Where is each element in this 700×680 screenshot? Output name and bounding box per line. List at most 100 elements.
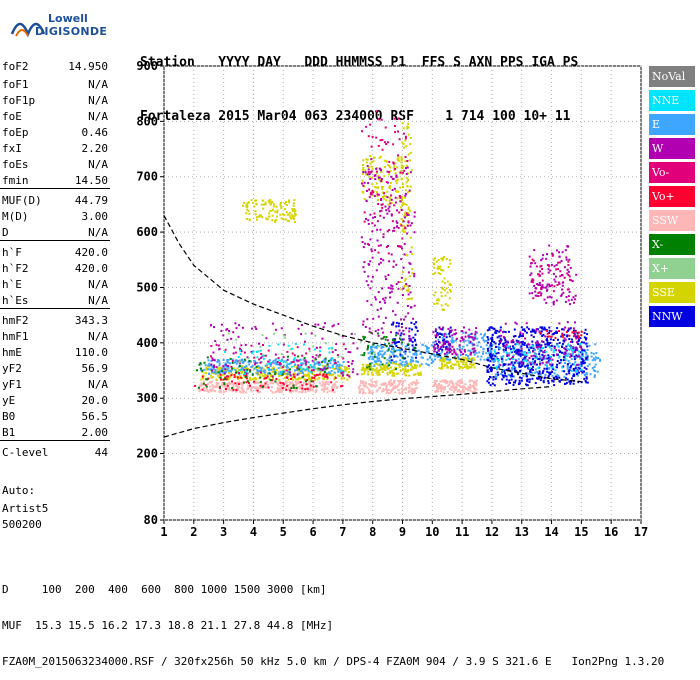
echo-point-sse — [261, 372, 264, 375]
echo-point-e — [531, 372, 534, 375]
echo-point-sse — [307, 372, 310, 375]
echo-point-vo — [226, 384, 229, 387]
echo-point-vo — [276, 361, 279, 363]
echo-point-ssw — [198, 384, 201, 387]
echo-point-sse — [466, 364, 469, 367]
echo-point-sse — [458, 367, 461, 370]
echo-point-e — [534, 368, 537, 371]
echo-point-nne — [549, 359, 552, 362]
echo-point-w — [530, 280, 533, 283]
echo-point-sse — [376, 199, 379, 201]
echo-point-w — [382, 259, 385, 262]
echo-point-nne — [262, 354, 265, 357]
echo-point-vo — [201, 375, 204, 378]
echo-point-x — [325, 367, 328, 370]
echo-point-ssw — [450, 386, 453, 388]
echo-point-sse — [419, 372, 422, 375]
echo-point-vo — [333, 359, 336, 361]
echo-point-w — [406, 232, 409, 235]
echo-point-ssw — [391, 382, 394, 385]
echo-point-e — [277, 367, 280, 370]
echo-point-vo — [342, 357, 345, 360]
echo-point-w — [380, 169, 382, 172]
echo-point-w — [374, 330, 377, 333]
echo-point-sse — [449, 290, 452, 293]
echo-point-w — [367, 182, 370, 185]
echo-point-e — [273, 368, 276, 371]
echo-point-sse — [393, 368, 395, 371]
echo-point-w — [435, 333, 438, 336]
echo-point-w — [577, 337, 580, 340]
echo-point-e — [400, 362, 403, 365]
echo-point-nne — [578, 350, 581, 353]
echo-point-nnw — [562, 365, 565, 368]
echo-point-w — [545, 301, 548, 304]
echo-point-w — [374, 216, 377, 218]
echo-point-x — [219, 376, 222, 379]
echo-point-vo — [541, 279, 544, 282]
echo-point-nnw — [532, 368, 534, 371]
echo-point-ssw — [471, 379, 474, 382]
echo-point-vo — [404, 135, 407, 138]
echo-point-e — [496, 368, 498, 371]
echo-point-nne — [312, 366, 315, 369]
echo-point-w — [464, 331, 467, 334]
echo-point-w — [365, 200, 368, 202]
echo-point-vo — [540, 294, 542, 297]
echo-point-vo — [292, 360, 295, 363]
echo-point-vo — [334, 362, 337, 365]
echo-point-w — [474, 333, 477, 336]
echo-point-nnw — [569, 366, 572, 369]
echo-point-nnw — [509, 348, 512, 351]
echo-point-ssw — [285, 382, 288, 385]
echo-point-nnw — [448, 332, 451, 335]
echo-point-sse — [270, 374, 273, 377]
legend-item-nne: NNE — [649, 90, 695, 111]
echo-point-vo — [222, 378, 225, 381]
echo-point-nne — [340, 369, 343, 372]
echo-point-vo — [201, 388, 204, 391]
echo-point-vo — [365, 125, 368, 128]
echo-point-vo — [286, 384, 289, 387]
echo-point-w — [245, 372, 248, 375]
echo-point-sse — [257, 366, 260, 369]
echo-point-x — [395, 334, 398, 337]
echo-point-sse — [293, 372, 296, 375]
echo-point-ssw — [299, 387, 302, 390]
echo-point-w — [370, 303, 373, 306]
echo-point-w — [377, 291, 380, 294]
echo-point-nnw — [568, 380, 571, 383]
echo-point-ssw — [394, 386, 397, 388]
echo-point-ssw — [368, 391, 371, 394]
echo-point-w — [386, 196, 389, 199]
echo-point-ssw — [242, 390, 245, 393]
echo-point-sse — [274, 210, 277, 213]
echo-point-nnw — [552, 332, 555, 335]
echo-point-nnw — [410, 321, 413, 324]
echo-point-sse — [405, 289, 408, 292]
echo-point-e — [406, 365, 409, 367]
echo-point-sse — [285, 211, 288, 214]
echo-point-w — [249, 369, 252, 372]
echo-point-ssw — [276, 390, 279, 393]
echo-point-ssw — [308, 387, 311, 390]
echo-point-x — [318, 354, 321, 357]
echo-point-nnw — [445, 336, 448, 339]
echo-point-nnw — [568, 338, 571, 340]
echo-point-vo — [235, 389, 238, 392]
echo-point-w — [518, 351, 521, 354]
echo-point-vo — [370, 158, 373, 161]
echo-point-ssw — [438, 387, 441, 390]
echo-point-vo — [551, 254, 554, 257]
echo-point-e — [599, 358, 601, 361]
echo-point-sse — [284, 218, 287, 221]
echo-point-ssw — [362, 392, 365, 395]
echo-point-ssw — [472, 384, 475, 387]
echo-point-w — [461, 336, 464, 339]
echo-point-nnw — [518, 362, 521, 365]
echo-point-nnw — [580, 363, 583, 366]
echo-point-w — [511, 339, 514, 342]
echo-point-e — [251, 364, 254, 367]
echo-point-sse — [394, 161, 397, 164]
echo-point-w — [375, 167, 378, 170]
